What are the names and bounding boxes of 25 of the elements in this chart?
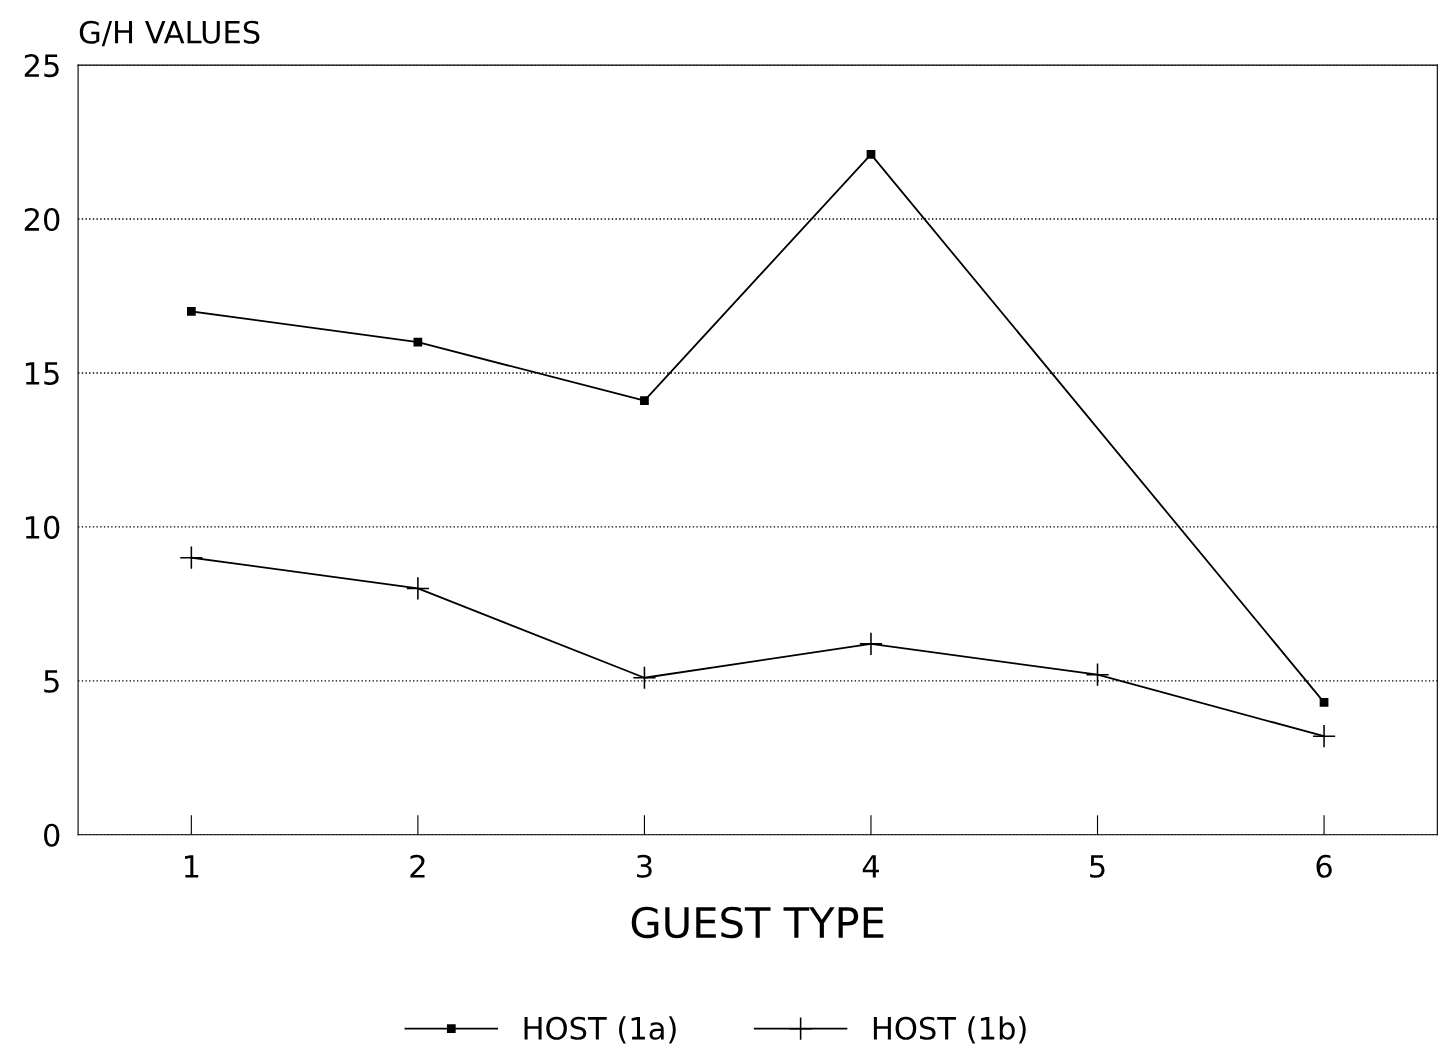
point [633,666,656,689]
y-tick-label: 25 [24,54,59,78]
point [406,577,430,600]
point [186,307,196,316]
legend-label: HOST (1b) [873,1016,1026,1044]
y-tick-label: 5 [44,670,59,693]
point [859,632,883,655]
point [1312,725,1336,748]
y-axis-title: G/H VALUES [79,20,260,47]
point [640,396,649,406]
point [866,150,876,159]
x-tick-label: 6 [1316,854,1332,878]
x-tick-label: 3 [637,854,652,878]
y-tick-label: 20 [24,207,60,232]
x-axis-title: GUEST TYPE [631,906,884,939]
x-tick-label: 2 [410,854,425,878]
x-tick-label: 4 [862,855,879,878]
point [413,337,423,347]
legend-label: HOST (1a) [524,1016,676,1044]
y-tick-label: 15 [25,362,59,385]
point [1319,697,1329,707]
y-tick-label: 0 [43,823,60,847]
y-tick-label: 10 [25,515,60,539]
x-tick-label: 5 [1090,855,1105,878]
x-tick-label: 1 [184,855,199,878]
